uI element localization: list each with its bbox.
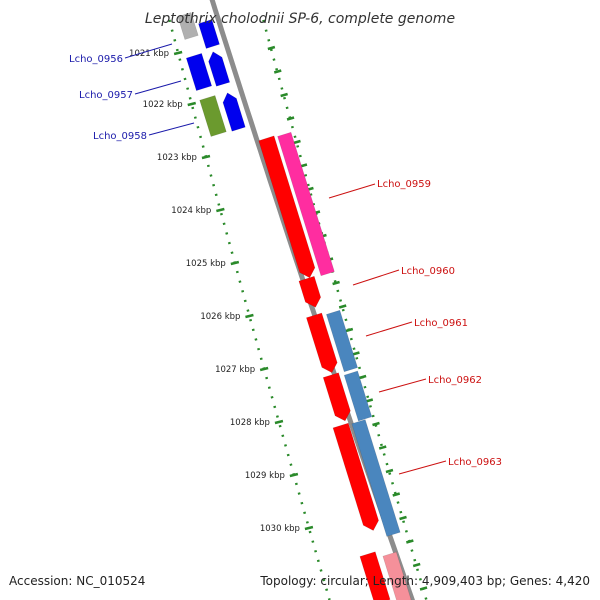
outer-tick-mark [332, 280, 340, 286]
outer-tick-mark [399, 515, 407, 521]
gene-label-lcho-0958[interactable]: Lcho_0958 [93, 131, 147, 142]
gene-label-lcho-0956[interactable]: Lcho_0956 [69, 54, 123, 65]
kbp-tick-mark [259, 366, 269, 372]
kbp-tick-label: 1024 kbp [171, 206, 211, 216]
position-ticks: 1021 kbp 1022 kbp 1023 kbp 1024 kbp 1025 kbp… [129, 49, 314, 534]
kbp-tick-mark [289, 472, 299, 478]
gene-label-leader [148, 122, 195, 136]
gene-arrow-grey [177, 12, 199, 40]
gene-arrow-blue [222, 92, 246, 132]
gene-arrow-red [322, 372, 351, 422]
outer-tick-mark [378, 445, 387, 450]
gene-arrow-red [306, 312, 338, 374]
gene-arrow-red [332, 422, 379, 531]
outer-tick-mark [273, 69, 282, 74]
gene-features [177, 12, 412, 600]
gene-arrow-red [298, 275, 322, 308]
outer-tick-mark [412, 562, 421, 568]
gene-arrow-blue [185, 53, 213, 91]
gene-label-lcho-0962[interactable]: Lcho_0962 [428, 375, 482, 386]
gene-labels: Lcho_0956 Lcho_0957 Lcho_0958 Lcho_0959 Lcho… [69, 43, 502, 475]
outer-tick-ring [262, 19, 428, 600]
gene-label-lcho-0959[interactable]: Lcho_0959 [377, 179, 431, 190]
gene-arrow-magenta [277, 131, 335, 277]
kbp-tick-label: 1026 kbp [200, 312, 240, 322]
gene-label-lcho-0963[interactable]: Lcho_0963 [448, 457, 502, 468]
outer-tick-mark [352, 351, 360, 356]
gene-label-leader [124, 43, 173, 59]
genome-title: Leptothrix cholodnii SP-6, complete geno… [145, 11, 455, 27]
gene-arrow-steel [351, 419, 401, 537]
gene-label-lcho-0961[interactable]: Lcho_0961 [414, 318, 468, 329]
outer-tick-mark [358, 374, 367, 380]
outer-tick-mark [385, 468, 394, 474]
kbp-tick-mark [201, 154, 211, 160]
gene-label-lcho-0960[interactable]: Lcho_0960 [401, 266, 455, 277]
accession-text: Accession: NC_010524 [9, 574, 146, 588]
kbp-tick-mark [230, 260, 240, 266]
kbp-tick-mark [187, 101, 197, 107]
outer-tick-mark [267, 45, 276, 51]
kbp-tick-label: 1025 kbp [186, 259, 226, 269]
outer-tick-mark [372, 421, 380, 427]
outer-tick-mark [293, 139, 301, 145]
kbp-tick-mark [245, 313, 254, 319]
kbp-tick-label: 1022 kbp [143, 100, 183, 110]
kbp-tick-mark [216, 207, 225, 213]
gene-label-leader [352, 269, 400, 286]
gene-label-leader [378, 378, 427, 393]
kbp-tick-label: 1030 kbp [260, 524, 300, 534]
outer-tick-mark [345, 327, 354, 333]
kbp-tick-mark [274, 419, 284, 425]
kbp-tick-label: 1021 kbp [129, 49, 169, 59]
outer-tick-mark [338, 304, 347, 309]
gene-label-leader [398, 460, 447, 475]
outer-tick-mark [286, 116, 295, 121]
gene-arrow-olive [199, 95, 227, 137]
outer-tick-mark [280, 92, 288, 98]
outer-tick-mark [419, 586, 428, 591]
gene-label-leader [134, 80, 182, 95]
gene-arrow-steel [343, 370, 373, 422]
kbp-tick-mark [304, 525, 314, 531]
gene-arrow-blue [208, 51, 231, 87]
genome-summary-text: Topology: circular; Length: 4,909,403 bp… [260, 574, 590, 588]
gene-arrow-blue [198, 19, 220, 49]
kbp-tick-label: 1028 kbp [230, 418, 270, 428]
gene-arrow-steel [326, 309, 358, 373]
gene-label-lcho-0957[interactable]: Lcho_0957 [79, 90, 133, 101]
gene-label-leader [365, 321, 413, 337]
kbp-tick-label: 1027 kbp [215, 365, 255, 375]
kbp-tick-label: 1029 kbp [245, 471, 285, 481]
kbp-tick-label: 1023 kbp [157, 153, 197, 163]
gene-label-leader [328, 183, 376, 199]
kbp-tick-mark [173, 50, 183, 56]
gene-arrow-red [258, 135, 316, 279]
outer-tick-mark [405, 539, 414, 544]
outer-tick-mark [392, 492, 401, 497]
inner-tick-ring [168, 19, 331, 600]
